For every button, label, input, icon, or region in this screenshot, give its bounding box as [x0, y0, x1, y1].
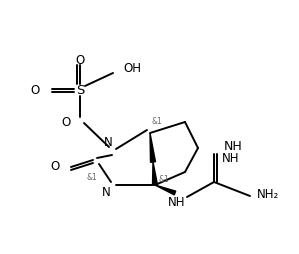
- Text: OH: OH: [123, 62, 141, 75]
- Text: O: O: [62, 116, 71, 129]
- Text: NH: NH: [224, 139, 243, 152]
- Text: &1: &1: [159, 174, 169, 183]
- Text: O: O: [31, 84, 40, 97]
- Text: N: N: [102, 185, 110, 198]
- Text: NH₂: NH₂: [257, 188, 279, 201]
- Text: O: O: [51, 161, 60, 173]
- Polygon shape: [155, 185, 176, 195]
- Text: NH: NH: [168, 197, 186, 210]
- Text: N: N: [104, 136, 112, 150]
- Text: S: S: [76, 84, 84, 97]
- Text: &1: &1: [152, 117, 162, 125]
- Text: O: O: [75, 54, 85, 67]
- Text: NH: NH: [222, 151, 239, 165]
- Polygon shape: [150, 133, 155, 162]
- Text: &1: &1: [87, 172, 97, 182]
- Polygon shape: [152, 162, 158, 185]
